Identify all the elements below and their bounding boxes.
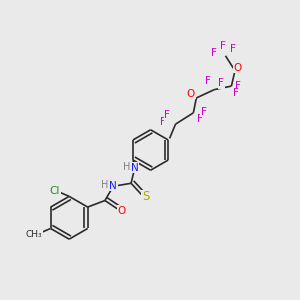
Text: F: F xyxy=(160,117,166,127)
Text: S: S xyxy=(142,190,149,203)
Text: O: O xyxy=(117,206,126,216)
Text: O: O xyxy=(234,63,242,73)
Text: F: F xyxy=(197,114,203,124)
Text: F: F xyxy=(218,78,224,88)
Text: F: F xyxy=(230,44,236,54)
Text: H: H xyxy=(101,180,109,190)
Text: F: F xyxy=(232,88,238,98)
Text: CH₃: CH₃ xyxy=(26,230,43,239)
Text: F: F xyxy=(211,48,217,58)
Text: Cl: Cl xyxy=(50,186,60,196)
Text: F: F xyxy=(235,80,241,91)
Text: F: F xyxy=(220,41,225,51)
Text: F: F xyxy=(164,110,170,120)
Text: H: H xyxy=(123,162,130,172)
Text: O: O xyxy=(187,89,195,99)
Text: N: N xyxy=(110,181,117,191)
Text: F: F xyxy=(200,107,206,117)
Text: N: N xyxy=(131,163,139,173)
Text: F: F xyxy=(205,76,211,86)
